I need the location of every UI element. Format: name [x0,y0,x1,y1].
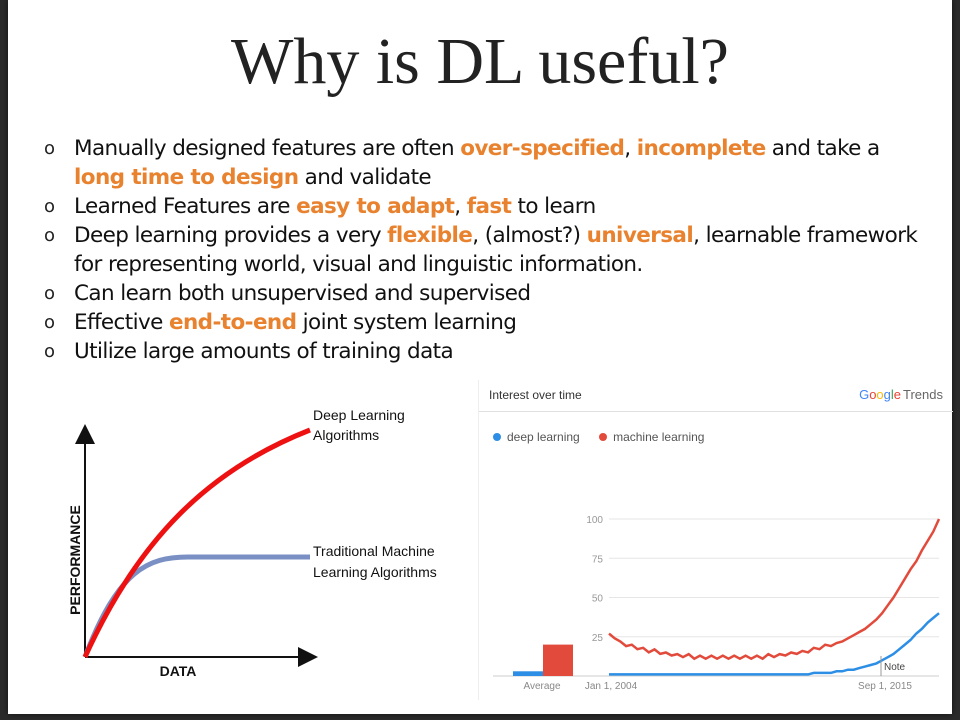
highlighted-text: easy to adapt [296,194,455,219]
highlighted-text: incomplete [636,136,766,161]
bullet-text: Effective [74,310,169,335]
bullet-list: Manually designed features are often ove… [44,134,924,366]
bullet-item: Utilize large amounts of training data [44,337,924,366]
bullet-item: Deep learning provides a very flexible, … [44,221,924,279]
bullet-text: Deep learning provides a very [74,223,388,248]
bullet-item: Effective end-to-end joint system learni… [44,308,924,337]
highlighted-text: fast [466,194,512,219]
highlighted-text: flexible [387,223,473,248]
trends-chart: 25 50 75 100 Average Jan 1, 2004 Sep 1, 2015 No… [493,515,941,692]
bullet-text: Manually designed features are often [74,136,461,161]
average-bar-machine-learning [543,644,573,676]
legend-item-deep-learning[interactable]: deep learning [493,430,580,444]
highlighted-text: over-specified [460,136,625,161]
y-tick-label: 50 [592,594,604,605]
traditional-label-line2: Learning Algorithms [313,564,437,580]
x-tick-label: Jan 1, 2004 [585,681,638,692]
bullet-item: Manually designed features are often ove… [44,134,924,192]
bullet-text: to learn [511,194,597,219]
average-label: Average [523,681,561,692]
highlighted-text: long time to design [74,165,299,190]
traditional-label-line1: Traditional Machine [313,543,435,559]
note-label: Note [884,662,906,673]
trends-legend: deep learning machine learning [493,430,720,444]
google-trends-panel: Interest over time Google Trends deep lea… [478,380,953,700]
bullet-text: Can learn both unsupervised and supervis… [74,281,531,306]
bullet-text: and validate [298,165,432,190]
bullet-item: Learned Features are easy to adapt, fast… [44,192,924,221]
deep-learning-curve [82,427,311,659]
trends-header: Interest over time Google Trends [479,380,953,412]
deep-label-line1: Deep Learning [313,407,405,423]
bullet-text: Learned Features are [74,194,297,219]
bullet-text: joint system learning [296,310,517,335]
y-axis-label: PERFORMANCE [67,505,83,615]
legend-dot-deep-learning [493,433,501,441]
x-axis-label: DATA [160,663,197,679]
performance-figure: PERFORMANCE DATA Deep Learning Algorithm… [67,407,437,679]
google-trends-logo: Google Trends [859,387,943,402]
average-bar-deep-learning [513,671,543,676]
highlighted-text: end-to-end [168,310,297,335]
legend-dot-machine-learning [599,433,608,441]
slide: Why is DL useful? Manually designed feat… [8,0,953,714]
bullet-text: , [454,194,467,219]
x-tick-label: Sep 1, 2015 [858,681,912,692]
y-tick-label: 100 [586,515,603,526]
bullet-text: , [624,136,637,161]
series-line-deep-learning [609,612,940,676]
bullet-text: Utilize large amounts of training data [74,339,454,364]
highlighted-text: universal [586,223,694,248]
bullet-text: and take a [765,136,880,161]
trends-title: Interest over time [489,388,582,402]
bullet-item: Can learn both unsupervised and supervis… [44,279,924,308]
legend-item-machine-learning[interactable]: machine learning [599,430,704,444]
y-tick-label: 75 [592,554,604,565]
y-tick-label: 25 [592,633,604,644]
traditional-curve [82,554,310,658]
series-line-machine-learning [608,518,941,661]
bullet-text: , (almost?) [472,223,587,248]
slide-title: Why is DL useful? [231,25,729,98]
bullet-text: , learnable framework for representing w… [74,223,918,277]
deep-label-line2: Algorithms [313,427,379,443]
